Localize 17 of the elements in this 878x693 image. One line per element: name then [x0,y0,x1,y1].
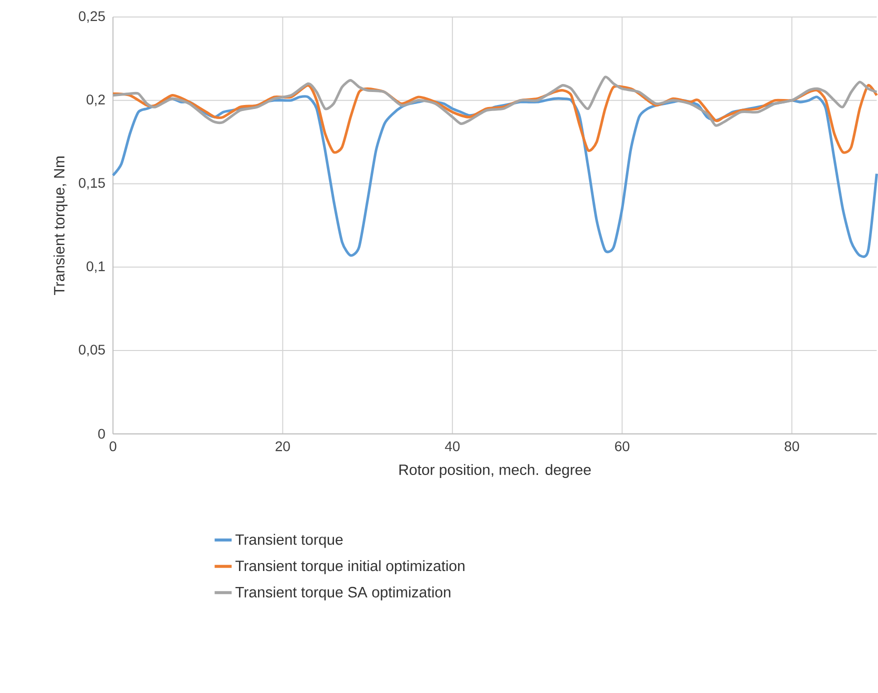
x-tick-label: 60 [615,441,630,452]
y-tick-label: 0,25 [78,11,105,23]
x-tick-label: 20 [276,441,290,452]
line-series [112,76,878,127]
legend-label: Transient torque SA optimization [235,586,450,601]
legend-label: Transient torque initial optimization [235,560,464,574]
x-tick-label: 40 [444,441,460,452]
y-axis-title: Transient torque, Nm [54,156,68,296]
y-tick-label: 0,2 [86,94,105,106]
y-tick-label: 0,1 [86,261,105,273]
y-tick-label: 0,05 [78,344,105,356]
y-tick-label: 0 [98,429,105,439]
x-axis-title: Rotor position, mech. degree [399,464,591,478]
x-tick-label: 0 [110,441,116,452]
y-tick-label: 0,15 [78,178,105,190]
legend-label: Transient torque [235,534,343,548]
x-tick-label: 80 [784,441,800,452]
